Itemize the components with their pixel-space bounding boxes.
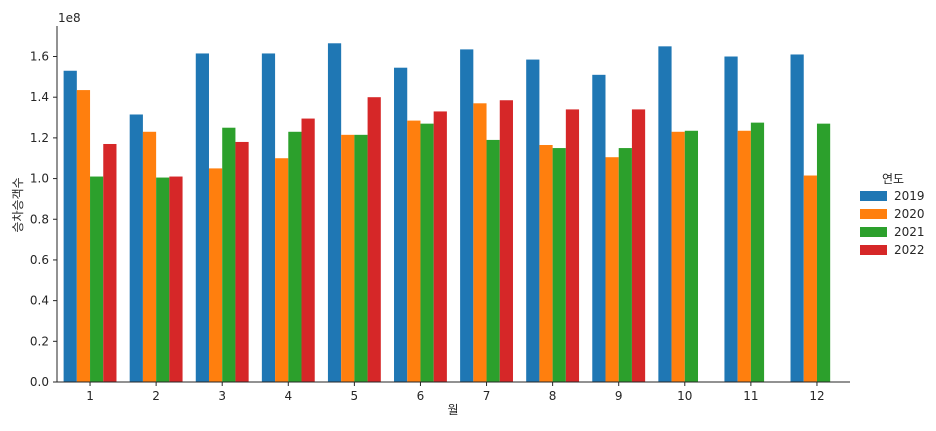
bar-2019-month-5 bbox=[327, 43, 342, 382]
bar-2021-month-1 bbox=[90, 176, 104, 382]
bar-2019-month-3 bbox=[195, 53, 209, 383]
bar-2021-month-9 bbox=[618, 148, 632, 382]
legend-label-2019: 2019 bbox=[894, 189, 925, 203]
bar-2020-month-9 bbox=[605, 157, 619, 382]
legend-label-2020: 2020 bbox=[894, 207, 925, 221]
bar-2020-month-11 bbox=[737, 130, 751, 382]
bar-2021-month-8 bbox=[552, 148, 566, 382]
bar-2022-month-2 bbox=[169, 176, 183, 382]
legend: 연도 2019 2020 2021 2022 bbox=[860, 172, 925, 257]
x-tick-label: 11 bbox=[743, 389, 758, 403]
y-tick-label: 1.4 bbox=[30, 90, 49, 104]
bar-2022-month-5 bbox=[367, 97, 381, 382]
bar-2022-month-3 bbox=[235, 141, 249, 382]
bar-2021-month-7 bbox=[486, 139, 500, 382]
legend-label-2022: 2022 bbox=[894, 243, 925, 257]
x-tick-label: 12 bbox=[809, 389, 824, 403]
bar-2020-month-3 bbox=[208, 168, 223, 382]
bar-2020-month-12 bbox=[803, 175, 817, 382]
bar-2019-month-8 bbox=[526, 59, 540, 382]
bar-2021-month-3 bbox=[222, 127, 236, 383]
y-tick-label: 1.6 bbox=[30, 50, 49, 64]
bar-2020-month-5 bbox=[341, 134, 355, 382]
x-tick-label: 8 bbox=[549, 389, 557, 403]
y-axis: 0.0 0.2 0.4 0.6 0.8 1.0 1.2 1.4 1.6 bbox=[30, 26, 58, 389]
bar-2019-month-7 bbox=[460, 49, 474, 382]
y-tick-label: 0.0 bbox=[30, 375, 49, 389]
bar-2021-month-6 bbox=[420, 123, 434, 383]
bar-2022-month-9 bbox=[631, 109, 646, 382]
legend-swatch-2020 bbox=[860, 209, 887, 219]
bar-2021-month-5 bbox=[354, 134, 368, 382]
legend-swatch-2022 bbox=[860, 245, 887, 255]
y-tick-label: 0.6 bbox=[30, 253, 49, 267]
y-tick-label: 1.0 bbox=[30, 172, 49, 186]
bar-2022-month-4 bbox=[301, 118, 315, 382]
x-tick-label: 3 bbox=[218, 389, 226, 403]
bar-2021-month-4 bbox=[288, 131, 302, 382]
x-tick-label: 10 bbox=[677, 389, 692, 403]
x-tick-label: 1 bbox=[86, 389, 94, 403]
bars-layer bbox=[63, 43, 831, 383]
bar-2022-month-6 bbox=[433, 111, 447, 382]
bar-2021-month-2 bbox=[156, 177, 170, 382]
y-tick-label: 0.8 bbox=[30, 212, 49, 226]
bar-2020-month-1 bbox=[76, 90, 91, 382]
x-axis: 1 2 3 4 5 6 7 8 9 10 11 12 bbox=[57, 381, 850, 403]
bar-2022-month-8 bbox=[565, 109, 580, 382]
legend-swatch-2019 bbox=[860, 191, 887, 201]
bar-2020-month-8 bbox=[539, 145, 553, 382]
bar-2019-month-4 bbox=[261, 53, 276, 383]
bar-2019-month-10 bbox=[658, 46, 672, 383]
y-tick-label: 1.2 bbox=[30, 131, 49, 145]
y-axis-offset-label: 1e8 bbox=[58, 11, 81, 25]
x-tick-label: 6 bbox=[417, 389, 425, 403]
bar-2020-month-4 bbox=[275, 158, 289, 382]
bar-2019-month-9 bbox=[592, 74, 606, 382]
x-tick-label: 4 bbox=[284, 389, 292, 403]
y-tick-label: 0.4 bbox=[30, 294, 49, 308]
legend-label-2021: 2021 bbox=[894, 225, 925, 239]
bar-2021-month-10 bbox=[684, 130, 699, 382]
bar-2019-month-11 bbox=[724, 56, 738, 382]
bar-2020-month-6 bbox=[407, 120, 421, 382]
legend-swatch-2021 bbox=[860, 227, 887, 237]
bar-2022-month-1 bbox=[103, 143, 117, 382]
legend-title: 연도 bbox=[882, 172, 904, 186]
bar-2019-month-12 bbox=[790, 54, 804, 382]
x-tick-label: 7 bbox=[483, 389, 491, 403]
bar-2019-month-2 bbox=[129, 114, 143, 383]
bar-2019-month-1 bbox=[63, 70, 77, 382]
bar-2020-month-7 bbox=[473, 103, 487, 383]
bar-2020-month-2 bbox=[142, 131, 157, 382]
bar-2020-month-10 bbox=[671, 131, 685, 382]
bar-2019-month-6 bbox=[394, 67, 408, 382]
y-axis-title: 승차승객수 bbox=[11, 177, 25, 232]
bar-2021-month-12 bbox=[816, 123, 831, 383]
x-tick-label: 5 bbox=[351, 389, 359, 403]
x-axis-title: 월 bbox=[447, 403, 458, 417]
bar-2021-month-11 bbox=[750, 122, 765, 382]
bar-2022-month-7 bbox=[499, 100, 513, 382]
x-tick-label: 2 bbox=[152, 389, 160, 403]
x-tick-label: 9 bbox=[615, 389, 623, 403]
y-tick-label: 0.2 bbox=[30, 334, 49, 348]
